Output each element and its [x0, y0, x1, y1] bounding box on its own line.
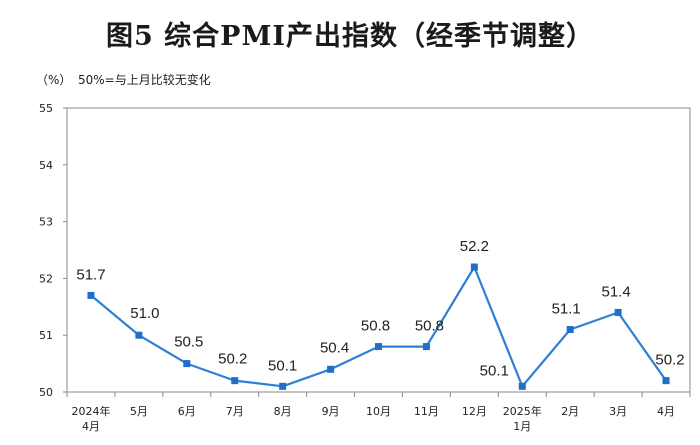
data-label: 50.5 — [174, 334, 203, 351]
chart-note: 50%=与上月比较无变化 — [78, 73, 211, 87]
data-point — [87, 291, 95, 299]
x-tick-label: 2月 — [561, 405, 579, 418]
x-tick-label: 8月 — [274, 405, 292, 418]
y-tick-label: 54 — [39, 159, 53, 172]
data-label: 50.8 — [361, 318, 390, 335]
data-label: 50.1 — [268, 357, 297, 374]
data-label: 50.8 — [415, 318, 444, 335]
chart-title: 图5 综合PMI产出指数（经季节调整） — [105, 21, 594, 52]
y-tick-label: 53 — [39, 216, 53, 229]
x-axis-ticks: 2024年 4月 5月 6月 7月 8月 9月 10月 11月 12月 2025年 1月 2月 3月 4月 — [71, 404, 675, 433]
data-label: 50.4 — [320, 339, 349, 356]
data-label: 51.1 — [552, 301, 581, 318]
data-point — [422, 343, 430, 351]
data-point — [327, 365, 335, 373]
data-label: 50.2 — [218, 351, 247, 368]
data-label: 52.2 — [460, 238, 489, 255]
x-tick-label: 6月 — [178, 405, 196, 418]
x-tick-label: 7月 — [226, 405, 244, 418]
data-point — [183, 360, 191, 368]
data-point — [662, 377, 670, 385]
data-labels: 51.7 51.0 50.5 50.2 50.1 50.4 50.8 50.8 52.2 50.1… — [76, 238, 684, 379]
axes — [66, 107, 691, 397]
data-label: 50.1 — [480, 362, 509, 379]
data-point — [135, 331, 143, 339]
data-label: 51.4 — [602, 283, 631, 300]
data-point — [566, 326, 574, 334]
data-label: 51.7 — [76, 266, 105, 283]
x-tick-label: 9月 — [322, 405, 340, 418]
x-tick-label: 4月 — [657, 405, 675, 418]
data-point — [279, 382, 287, 390]
data-point — [614, 308, 622, 316]
y-axis-unit: （%） — [36, 73, 72, 87]
x-tick-label: 2025年 1月 — [503, 404, 542, 433]
x-tick-label: 3月 — [609, 405, 627, 418]
y-tick-label: 55 — [39, 102, 53, 115]
x-tick-label: 5月 — [130, 405, 148, 418]
y-tick-label: 52 — [39, 272, 53, 285]
plot-frame — [66, 107, 691, 393]
y-tick-label: 50 — [39, 386, 53, 399]
data-label: 51.0 — [130, 305, 159, 322]
x-tick-label: 11月 — [414, 405, 439, 418]
data-point — [518, 382, 526, 390]
data-label: 50.2 — [655, 352, 684, 369]
x-tick-label: 12月 — [462, 405, 487, 418]
x-tick-label: 10月 — [366, 405, 391, 418]
x-tick-label: 2024年 4月 — [71, 404, 110, 433]
data-point — [470, 263, 478, 271]
y-axis-ticks: 50 51 52 53 54 55 — [39, 102, 67, 399]
y-tick-label: 51 — [39, 329, 53, 342]
series-layer — [87, 263, 670, 390]
data-point — [231, 377, 239, 385]
data-point — [375, 343, 382, 351]
